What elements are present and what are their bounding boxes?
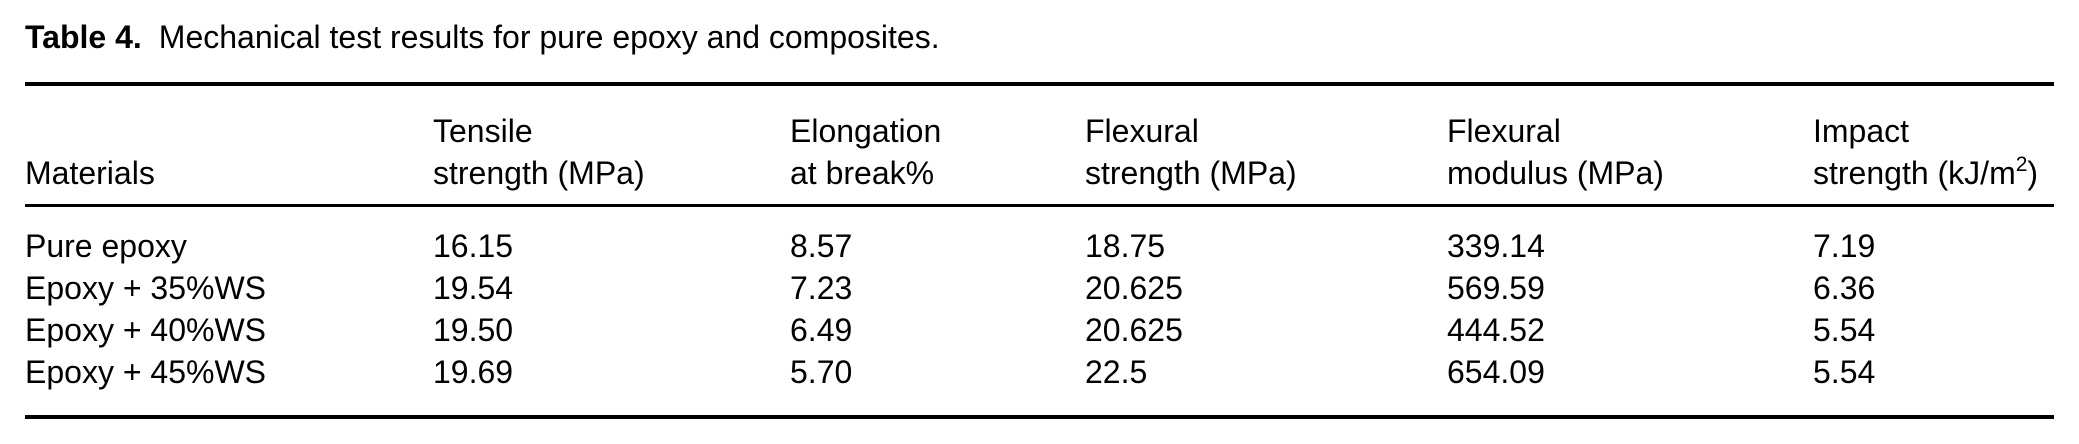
column-header-flexural-strength: Flexural strength (MPa) xyxy=(1085,84,1447,207)
cell-impact-strength: 6.36 xyxy=(1813,270,1876,306)
cell-material: Epoxy + 40%WS xyxy=(25,312,266,348)
header-line2: modulus (MPa) xyxy=(1447,155,1664,191)
column-header-flexural-modulus: Flexural modulus (MPa) xyxy=(1447,84,1813,207)
cell-material: Epoxy + 35%WS xyxy=(25,270,266,306)
header-line2: at break% xyxy=(790,155,935,191)
header-line2: Materials xyxy=(25,155,155,191)
cell-impact-strength: 5.54 xyxy=(1813,312,1876,348)
header-line2: strength (MPa) xyxy=(1085,155,1297,191)
cell-flexural-strength: 20.625 xyxy=(1085,270,1183,306)
table-caption-label: Table 4. xyxy=(25,19,142,55)
column-header-elongation: Elongation at break% xyxy=(790,84,1085,207)
header-line1: Flexural xyxy=(1085,113,1199,149)
cell-tensile-strength: 19.69 xyxy=(433,354,514,390)
header-row: Materials Tensile strength (MPa) Elongat… xyxy=(25,84,2054,207)
header-line2: strength (MPa) xyxy=(433,155,645,191)
unit-text-pre: strength (kJ/m xyxy=(1813,155,2016,191)
table-row-pure-epoxy: Pure epoxy 16.15 8.57 18.75 339.14 7.19 xyxy=(25,206,2054,268)
cell-flexural-modulus: 654.09 xyxy=(1447,354,1545,390)
table-caption: Table 4. Mechanical test results for pure… xyxy=(25,16,940,58)
cell-flexural-strength: 18.75 xyxy=(1085,228,1166,264)
table-row-epoxy-40ws: Epoxy + 40%WS 19.50 6.49 20.625 444.52 5… xyxy=(25,309,2054,351)
cell-tensile-strength: 19.54 xyxy=(433,270,514,306)
cell-impact-strength: 7.19 xyxy=(1813,228,1876,264)
cell-flexural-strength: 20.625 xyxy=(1085,312,1183,348)
cell-tensile-strength: 16.15 xyxy=(433,228,514,264)
cell-elongation: 5.70 xyxy=(790,354,853,390)
cell-flexural-modulus: 339.14 xyxy=(1447,228,1545,264)
column-header-materials: Materials xyxy=(25,84,433,207)
table-row-epoxy-35ws: Epoxy + 35%WS 19.54 7.23 20.625 569.59 6… xyxy=(25,267,2054,309)
header-line1: Elongation xyxy=(790,113,942,149)
table-row-epoxy-45ws: Epoxy + 45%WS 19.69 5.70 22.5 654.09 5.5… xyxy=(25,351,2054,417)
mechanical-results-table: Materials Tensile strength (MPa) Elongat… xyxy=(25,82,2054,419)
unit-superscript: 2 xyxy=(2015,153,2028,176)
table-caption-text: Mechanical test results for pure epoxy a… xyxy=(158,19,940,55)
cell-flexural-modulus: 444.52 xyxy=(1447,312,1545,348)
cell-elongation: 8.57 xyxy=(790,228,853,264)
header-line2: strength (kJ/m2) xyxy=(1813,152,2054,194)
cell-elongation: 6.49 xyxy=(790,312,853,348)
cell-tensile-strength: 19.50 xyxy=(433,312,514,348)
cell-impact-strength: 5.54 xyxy=(1813,354,1876,390)
cell-material: Epoxy + 45%WS xyxy=(25,354,266,390)
column-header-impact-strength: Impact strength (kJ/m2) xyxy=(1813,84,2054,207)
unit-text-post: ) xyxy=(2027,155,2039,191)
cell-material: Pure epoxy xyxy=(25,228,187,264)
column-header-tensile-strength: Tensile strength (MPa) xyxy=(433,84,790,207)
header-line1: Impact xyxy=(1813,113,1910,149)
header-line1: Flexural xyxy=(1447,113,1561,149)
cell-elongation: 7.23 xyxy=(790,270,853,306)
cell-flexural-modulus: 569.59 xyxy=(1447,270,1545,306)
cell-flexural-strength: 22.5 xyxy=(1085,354,1148,390)
header-line1: Tensile xyxy=(433,113,533,149)
